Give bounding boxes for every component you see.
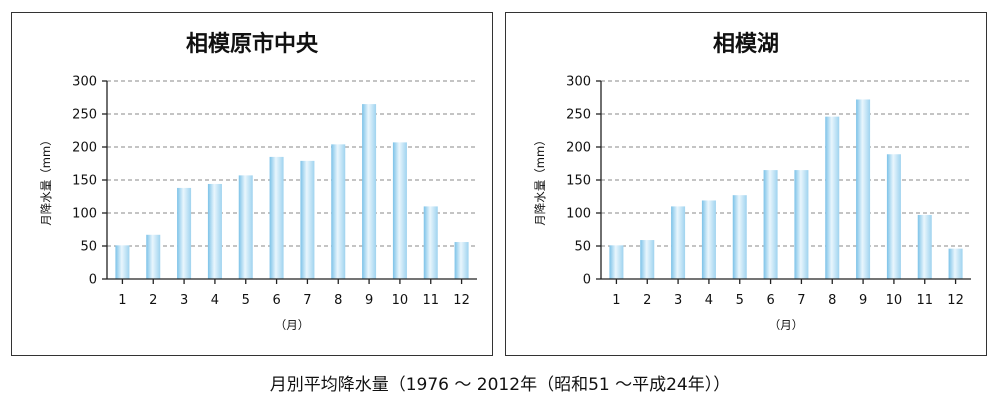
- x-tick-label: 9: [859, 293, 867, 308]
- x-tick-label: 4: [705, 293, 713, 308]
- y-tick-label: 100: [72, 207, 97, 222]
- y-tick-label: 300: [566, 75, 591, 90]
- bar: [856, 99, 871, 279]
- bar: [671, 206, 686, 279]
- y-tick-label: 100: [566, 207, 591, 222]
- y-axis-label: 月降水量（mm）: [533, 134, 547, 225]
- x-tick-label: 5: [242, 293, 250, 308]
- y-tick-label: 200: [566, 141, 591, 156]
- y-tick-label: 250: [72, 108, 97, 123]
- bar: [640, 240, 655, 279]
- x-tick-label: 1: [118, 293, 126, 308]
- bar: [392, 142, 407, 279]
- chart-title: 相模原市中央: [186, 31, 319, 57]
- y-tick-label: 0: [583, 273, 591, 288]
- x-tick-label: 10: [392, 293, 409, 308]
- x-tick-label: 3: [180, 293, 188, 308]
- x-tick-label: 6: [766, 293, 774, 308]
- x-tick-label: 2: [149, 293, 157, 308]
- y-tick-label: 50: [80, 240, 97, 255]
- y-tick-label: 50: [574, 240, 591, 255]
- bar: [763, 170, 778, 279]
- x-tick-label: 3: [674, 293, 682, 308]
- x-tick-label: 11: [916, 293, 933, 308]
- y-tick-label: 0: [89, 273, 97, 288]
- bar: [701, 200, 716, 279]
- bar: [794, 170, 809, 279]
- x-tick-label: 7: [797, 293, 805, 308]
- chart-panel-sagamiko: 相模湖 0 50 100 150 200 250 300 1 2 3 4 5 6 7 8 9 10 11 12 （月）…: [505, 12, 987, 356]
- bar: [825, 116, 840, 279]
- chart-title: 相模湖: [713, 32, 779, 57]
- y-tick-label: 200: [72, 141, 97, 156]
- x-tick-label: 8: [334, 293, 342, 308]
- bar: [948, 248, 963, 279]
- figure-caption: 月別平均降水量（1976 ～ 2012年（昭和51 ～平成24年））: [269, 375, 731, 395]
- x-tick-label: 8: [828, 293, 836, 308]
- bar: [362, 104, 377, 279]
- chart-panel-sagamihara-chuo: 相模原市中央 0 50 100 150 200 250 300 1 2 3 4 5 6 7 8 9 10 11 12…: [11, 12, 493, 356]
- x-tick-label: 12: [947, 293, 964, 308]
- bar: [331, 144, 346, 279]
- y-tick-label: 250: [566, 108, 591, 123]
- x-tick-label: 11: [422, 293, 439, 308]
- bar: [146, 234, 161, 279]
- bar: [300, 160, 315, 279]
- x-tick-label: 7: [303, 293, 311, 308]
- bar: [886, 154, 901, 279]
- x-tick-label: 12: [453, 293, 470, 308]
- y-tick-label: 150: [566, 174, 591, 189]
- x-axis-label: （月）: [275, 318, 310, 332]
- x-tick-label: 9: [365, 293, 373, 308]
- bar: [177, 187, 192, 279]
- bar: [454, 242, 469, 279]
- x-tick-label: 10: [886, 293, 903, 308]
- bar: [115, 245, 130, 279]
- y-tick-label: 300: [72, 75, 97, 90]
- x-tick-label: 6: [272, 293, 280, 308]
- x-axis-label: （月）: [769, 318, 804, 332]
- bar: [238, 175, 253, 279]
- bar: [269, 156, 284, 279]
- x-tick-label: 1: [612, 293, 620, 308]
- y-tick-label: 150: [72, 174, 97, 189]
- bar: [207, 183, 222, 279]
- x-tick-label: 2: [643, 293, 651, 308]
- bar: [917, 214, 932, 279]
- x-tick-label: 4: [211, 293, 219, 308]
- bar: [732, 195, 747, 279]
- y-axis-label: 月降水量（mm）: [39, 134, 53, 225]
- x-tick-label: 5: [736, 293, 744, 308]
- bar: [609, 245, 624, 279]
- bar: [423, 206, 438, 279]
